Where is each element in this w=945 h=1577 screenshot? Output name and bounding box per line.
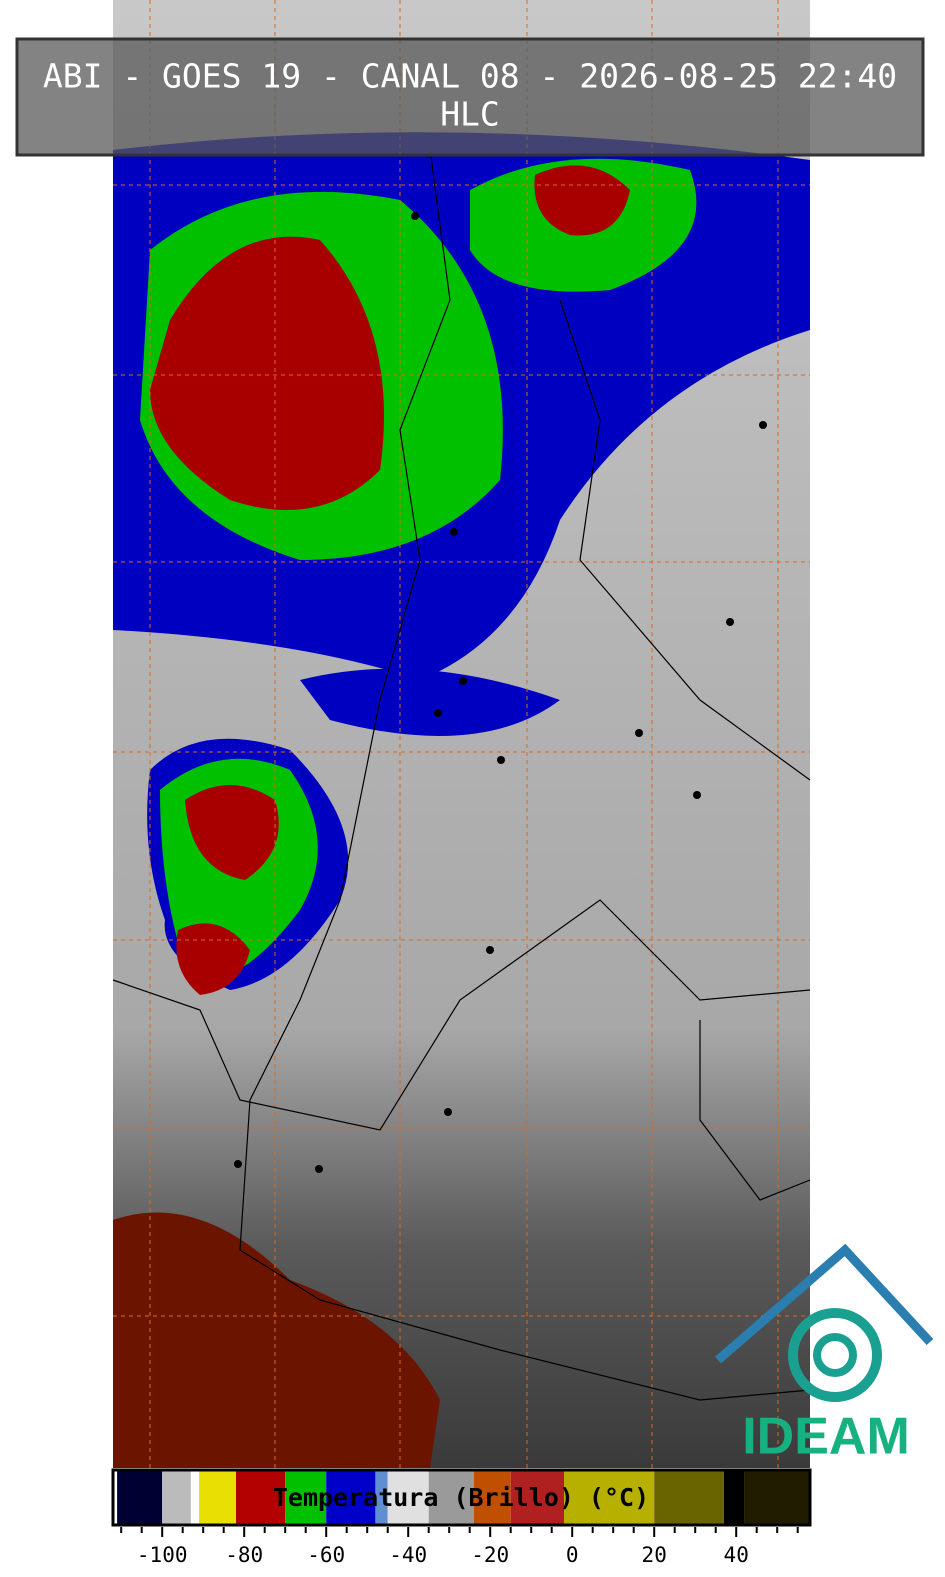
colorbar-segment xyxy=(326,1470,376,1525)
title: ABI - GOES 19 - CANAL 08 - 2026-08-25 22… xyxy=(43,57,897,96)
colorbar xyxy=(113,1470,810,1525)
colorbar-frame xyxy=(111,1468,812,1527)
colorbar-segment xyxy=(654,1470,724,1525)
logo: IDEAM xyxy=(715,1243,934,1466)
tick-label: 20 xyxy=(642,1543,667,1567)
colorbar-segment xyxy=(117,1470,163,1525)
colorbar-segment xyxy=(236,1470,286,1525)
tick-label: -60 xyxy=(307,1543,345,1567)
tick-label: 40 xyxy=(724,1543,749,1567)
colorbar-label: Temperatura (Brillo) (°C) xyxy=(273,1483,649,1512)
colorbar-segment xyxy=(510,1470,564,1525)
colorbar-segment xyxy=(285,1470,327,1525)
colorbar-segment xyxy=(564,1470,655,1525)
colorbar-segment xyxy=(190,1470,200,1525)
map-image xyxy=(112,0,811,1468)
tick-label: -80 xyxy=(225,1543,263,1567)
subtitle: HLC xyxy=(440,95,500,134)
tick-label: -100 xyxy=(137,1543,188,1567)
colorbar-segment xyxy=(387,1470,429,1525)
tick-label: 0 xyxy=(566,1543,579,1567)
colorbar-segment xyxy=(723,1470,745,1525)
colorbar-segment xyxy=(162,1470,191,1525)
tick-label: -20 xyxy=(471,1543,509,1567)
colorbar-segment xyxy=(199,1470,236,1525)
tick-label: -40 xyxy=(389,1543,427,1567)
colorbar-segment xyxy=(113,1470,118,1525)
colorbar-segment xyxy=(428,1470,474,1525)
colorbar-segment xyxy=(744,1470,810,1525)
title-box xyxy=(15,37,925,157)
colorbar-segment xyxy=(375,1470,388,1525)
logo-text: IDEAM xyxy=(742,1408,910,1466)
colorbar-segment xyxy=(473,1470,511,1525)
